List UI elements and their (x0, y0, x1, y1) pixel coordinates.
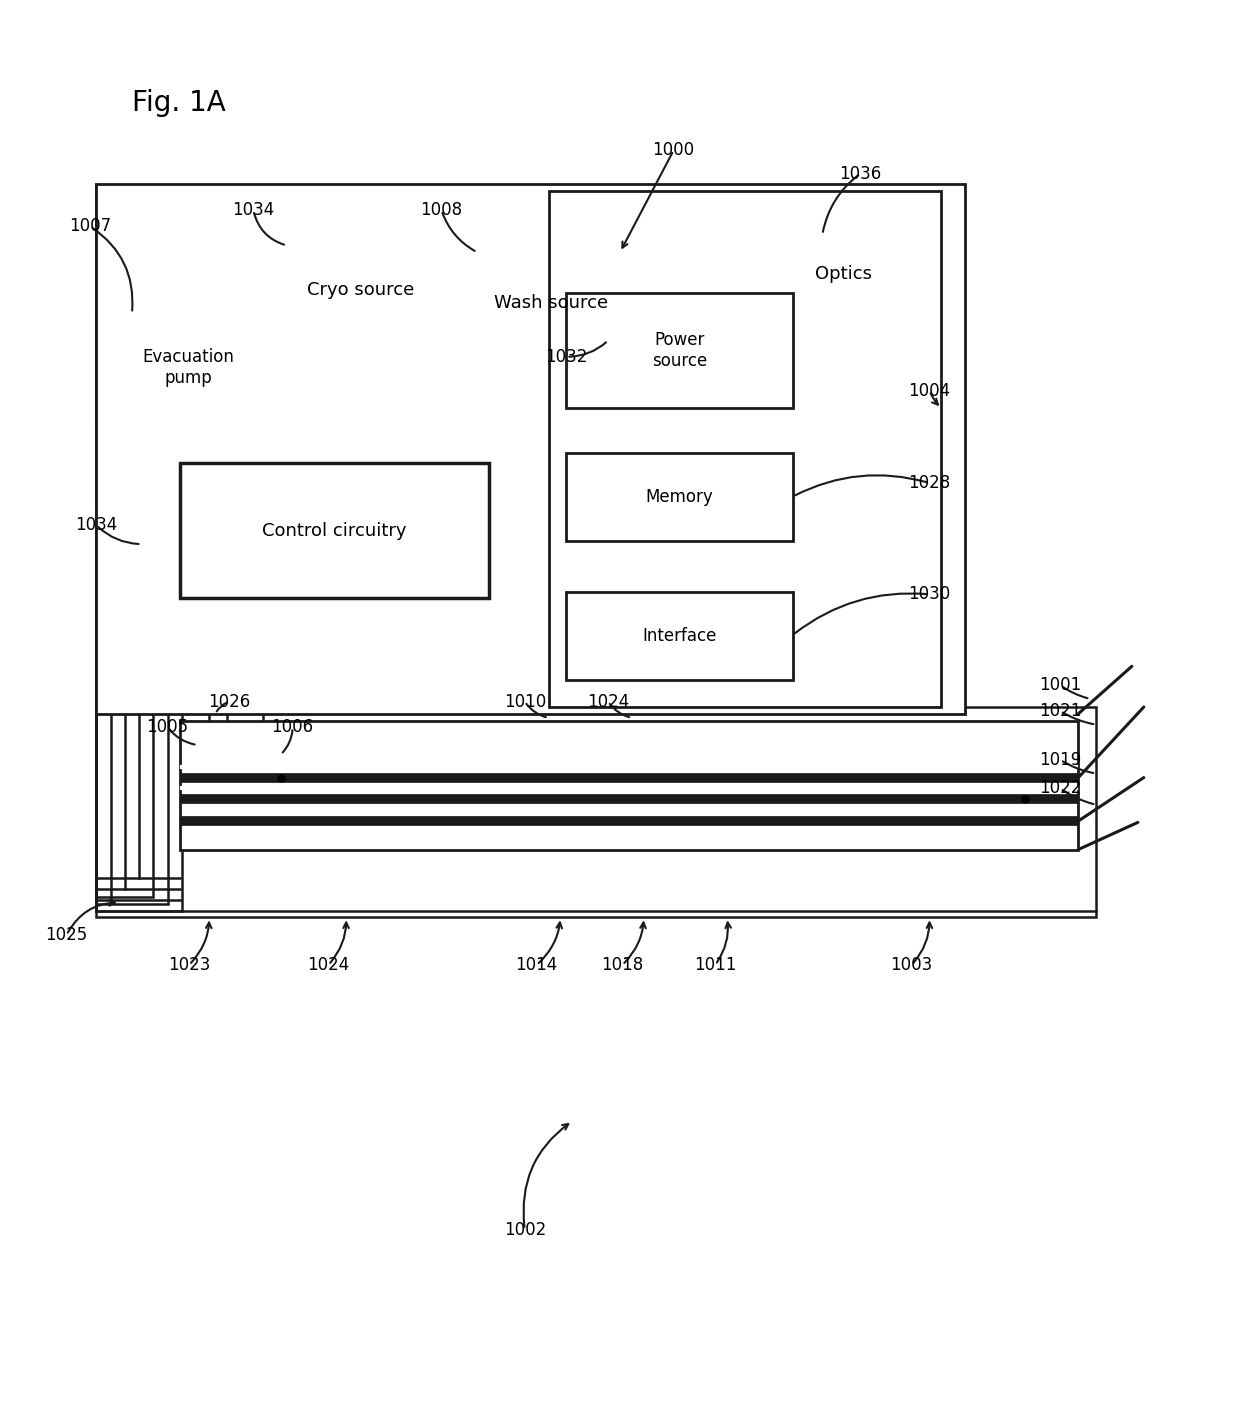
Text: Wash source: Wash source (495, 294, 609, 312)
Text: 1034: 1034 (232, 201, 274, 219)
Text: Evacuation
pump: Evacuation pump (143, 348, 234, 387)
Text: 1014: 1014 (516, 956, 558, 974)
Text: 1025: 1025 (46, 926, 88, 945)
Text: 1007: 1007 (69, 218, 112, 236)
Text: 1002: 1002 (503, 1220, 546, 1239)
Text: 1008: 1008 (420, 201, 463, 219)
Text: 1030: 1030 (909, 585, 951, 604)
Bar (548, 191, 941, 707)
Text: 1026: 1026 (208, 693, 250, 711)
Text: 1021: 1021 (1039, 703, 1081, 720)
Text: 1024: 1024 (587, 693, 629, 711)
Text: 1005: 1005 (146, 718, 188, 737)
Text: 1004: 1004 (909, 382, 951, 400)
Bar (180, 462, 489, 598)
Text: 1019: 1019 (1039, 751, 1081, 769)
Bar (97, 707, 1096, 918)
Text: 1001: 1001 (1039, 676, 1081, 694)
Text: 1010: 1010 (503, 693, 546, 711)
Bar (97, 585, 167, 904)
Bar (448, 252, 656, 354)
Text: 1023: 1023 (167, 956, 211, 974)
Text: Cryo source: Cryo source (308, 280, 414, 298)
Text: Memory: Memory (646, 488, 713, 506)
Text: 1000: 1000 (652, 141, 694, 160)
Text: 1036: 1036 (839, 164, 882, 182)
Bar (567, 452, 792, 542)
Text: 1003: 1003 (890, 956, 932, 974)
Text: 1011: 1011 (694, 956, 737, 974)
Text: 1028: 1028 (909, 474, 951, 492)
Text: 1018: 1018 (601, 956, 644, 974)
Text: 1006: 1006 (272, 718, 314, 737)
Text: 1032: 1032 (546, 348, 588, 366)
Bar (180, 721, 1079, 850)
Bar (97, 632, 154, 896)
Text: Interface: Interface (642, 626, 717, 645)
Bar (567, 591, 792, 680)
Bar (97, 314, 280, 421)
Bar (739, 235, 947, 314)
Bar (257, 246, 465, 334)
Text: 1024: 1024 (308, 956, 350, 974)
Bar (97, 184, 965, 714)
Text: 1022: 1022 (1039, 779, 1081, 797)
Bar (567, 293, 792, 409)
Text: Optics: Optics (815, 264, 872, 283)
Bar (97, 510, 182, 911)
Text: 1034: 1034 (76, 516, 118, 534)
Text: Fig. 1A: Fig. 1A (131, 89, 226, 117)
Text: Control circuitry: Control circuitry (262, 522, 407, 540)
Text: Power
source: Power source (652, 331, 707, 370)
